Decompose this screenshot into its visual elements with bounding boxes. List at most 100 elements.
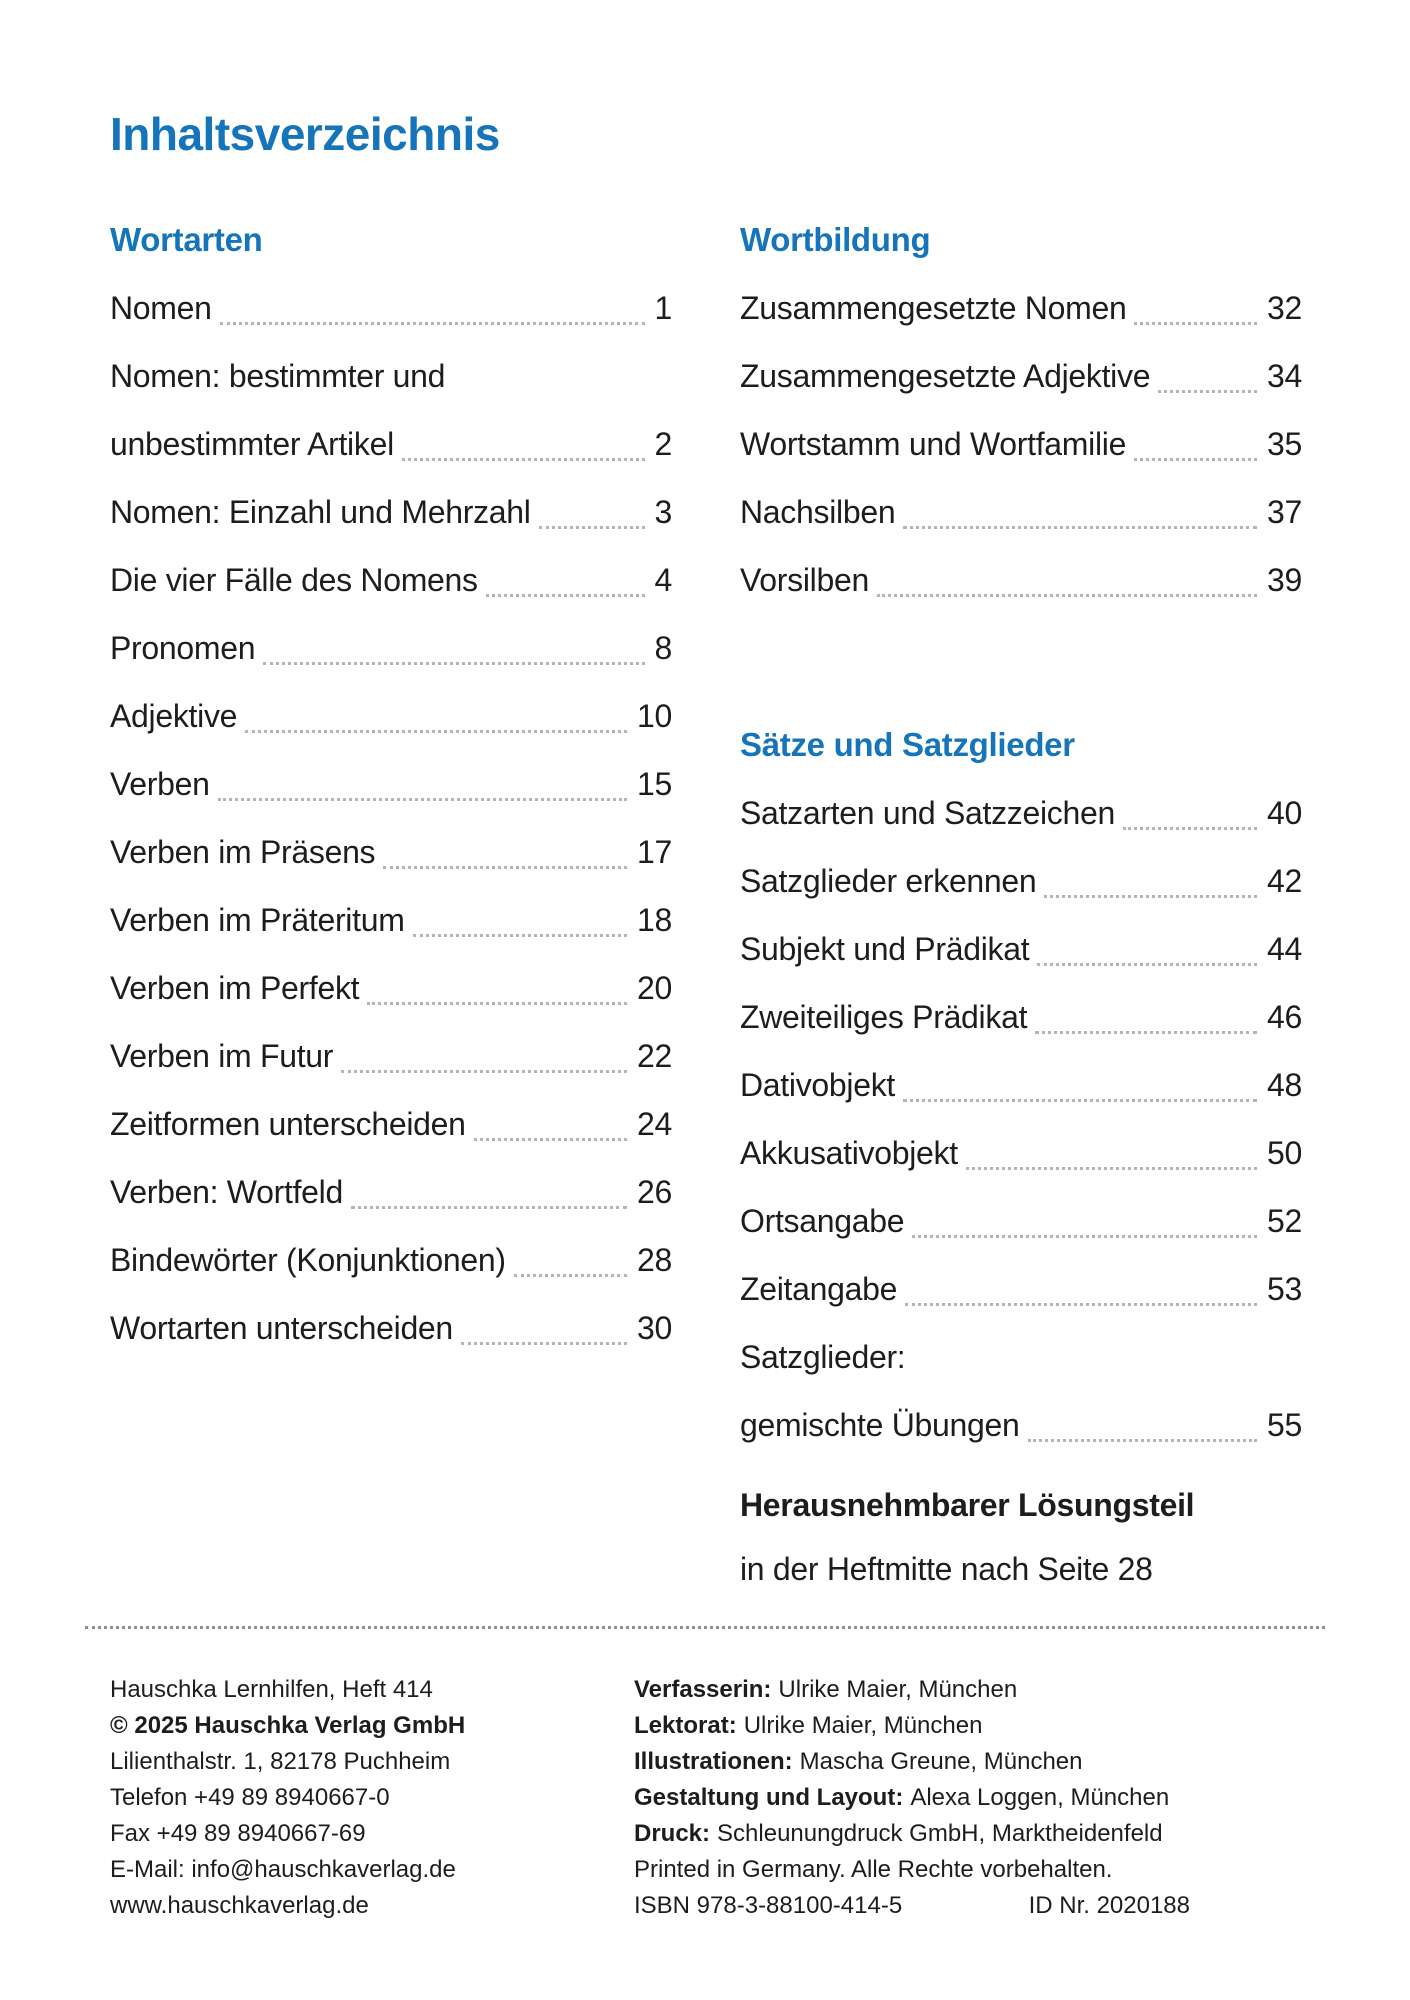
toc-entry-page: 30 [637,1310,672,1346]
imprint-line: Telefon +49 89 8940667-0 [110,1784,390,1811]
credit-role-label: Lektorat: [634,1712,737,1739]
section-title-wortbildung: Wortbildung [740,221,931,258]
toc-entry-page: 1 [654,290,673,326]
toc-entry: Satzglieder: [740,1323,1302,1391]
isbn-number: ISBN 978-3-88100-414-5 [634,1892,903,1919]
toc-column-left: Wortarten Nomen 1 Nomen: bestimmter und … [110,206,672,1601]
toc-entry-label: Satzglieder: [740,1339,906,1375]
toc-entry: Ortsangabe 52 [740,1187,1302,1255]
dot-leader [367,954,627,1022]
toc-entry: Satzarten und Satzzeichen 40 [740,779,1302,847]
toc-entry-page: 52 [1267,1203,1302,1239]
toc-columns: Wortarten Nomen 1 Nomen: bestimmter und … [110,206,1302,1601]
dot-leader [965,1119,1258,1187]
credit-line: Gestaltung und Layout: Alexa Loggen, Münc… [634,1780,1220,1816]
toc-entry-label: Pronomen [110,630,256,666]
dot-leader [1035,983,1257,1051]
dot-leader [383,818,627,886]
toc-entry-label: Nomen: Einzahl und Mehrzahl [110,494,531,530]
section-title-wortarten: Wortarten [110,221,263,258]
toc-entry: gemischte Übungen 55 [740,1391,1302,1459]
printed-in-line: Printed in Germany. Alle Rechte vorbehal… [634,1856,1113,1883]
toc-entry: Wortstamm und Wortfamilie 35 [740,410,1302,478]
toc-entry-label: Verben [110,766,210,802]
toc-entry: Zweiteiliges Prädikat 46 [740,983,1302,1051]
dot-leader [1122,779,1258,847]
answers-note-text: in der Heftmitte nach Seite 28 [740,1551,1153,1587]
credit-line: Illustrationen: Mascha Greune, München [634,1744,1220,1780]
toc-entry: Pronomen 8 [110,614,672,682]
toc-entry: Verben im Futur 22 [110,1022,672,1090]
credit-value: Schleunungdruck GmbH, Marktheidenfeld [717,1820,1163,1847]
toc-entry-label: Zusammengesetzte Nomen [740,290,1127,326]
dot-leader [912,1187,1257,1255]
imprint-line: © 2025 Hauschka Verlag GmbH [110,1712,466,1739]
toc-entry-label: Satzglieder erkennen [740,863,1037,899]
toc-entry: Verben 15 [110,750,672,818]
toc-entry-page: 46 [1267,999,1302,1035]
credit-role-label: Druck: [634,1820,711,1847]
toc-entry-page: 26 [637,1174,672,1210]
credit-role-label: Verfasserin: [634,1676,772,1703]
imprint-line: Fax +49 89 8940667-69 [110,1820,366,1847]
toc-entry-label: Adjektive [110,698,238,734]
dot-leader [245,682,627,750]
toc-entry: Dativobjekt 48 [740,1051,1302,1119]
toc-entry-label: gemischte Übungen [740,1407,1020,1443]
toc-entry: Zusammengesetzte Adjektive 34 [740,342,1302,410]
section-gap [740,614,1302,711]
toc-entry-page: 22 [637,1038,672,1074]
imprint-line: Hauschka Lernhilfen, Heft 414 [110,1676,433,1703]
dot-leader [217,750,628,818]
toc-entry-label: Verben im Präsens [110,834,376,870]
toc-entry: Akkusativobjekt 50 [740,1119,1302,1187]
toc-entry-label: Wortstamm und Wortfamilie [740,426,1127,462]
toc-entry-label: Ortsangabe [740,1203,905,1239]
dot-leader [350,1158,628,1226]
toc-entry-page: 48 [1267,1067,1302,1103]
answers-note-title: Herausnehmbarer Lösungsteil [740,1487,1195,1523]
toc-column-right: Wortbildung Zusammengesetzte Nomen 32 Zu… [740,206,1302,1601]
dot-leader [1044,847,1257,915]
toc-entry: Bindewörter (Konjunktionen) 28 [110,1226,672,1294]
toc-entry-label: Wortarten unterscheiden [110,1310,453,1346]
toc-entry: Nomen: bestimmter und [110,342,672,410]
dot-leader [905,1255,1257,1323]
toc-entry-page: 40 [1267,795,1302,831]
dot-leader [876,546,1258,614]
toc-entry: Verben im Präteritum 18 [110,886,672,954]
dot-leader [1037,915,1257,983]
credit-line: Verfasserin: Ulrike Maier, München [634,1672,1220,1708]
toc-entry-page: 55 [1267,1407,1302,1443]
toc-entry-label: Nomen [110,290,212,326]
imprint-publisher: Hauschka Lernhilfen, Heft 414 © 2025 Hau… [110,1672,615,1924]
dotted-divider [85,1626,1325,1629]
toc-entry-label: Verben im Futur [110,1038,334,1074]
toc-entry-page: 34 [1267,358,1302,394]
toc-entry-page: 4 [654,562,673,598]
toc-entry-label: Zeitformen unterscheiden [110,1106,466,1142]
toc-entry-page: 2 [654,426,673,462]
dot-leader [1158,342,1257,410]
dot-leader [263,614,645,682]
toc-entry: Nachsilben 37 [740,478,1302,546]
imprint-credits: Verfasserin: Ulrike Maier, München Lektor… [634,1672,1220,1924]
toc-entry-label: Zusammengesetzte Adjektive [740,358,1151,394]
toc-entry: Verben im Perfekt 20 [110,954,672,1022]
toc-entry-page: 20 [637,970,672,1006]
toc-entry-page: 53 [1267,1271,1302,1307]
toc-entry: Vorsilben 39 [740,546,1302,614]
toc-entry-label: Verben: Wortfeld [110,1174,343,1210]
toc-entry-page: 15 [637,766,672,802]
toc-entry: Zeitangabe 53 [740,1255,1302,1323]
toc-entry-page: 39 [1267,562,1302,598]
toc-entry: Nomen 1 [110,274,672,342]
isbn-row: ISBN 978-3-88100-414-5 ID Nr. 2020188 [634,1888,1190,1924]
toc-entry-label: Bindewörter (Konjunktionen) [110,1242,506,1278]
credit-value: Alexa Loggen, München [910,1784,1170,1811]
toc-entry-label: Zweiteiliges Prädikat [740,999,1028,1035]
dot-leader [903,1051,1257,1119]
credit-role-label: Gestaltung und Layout: [634,1784,904,1811]
answers-note: Herausnehmbarer Lösungsteil in der Heftm… [740,1473,1302,1601]
